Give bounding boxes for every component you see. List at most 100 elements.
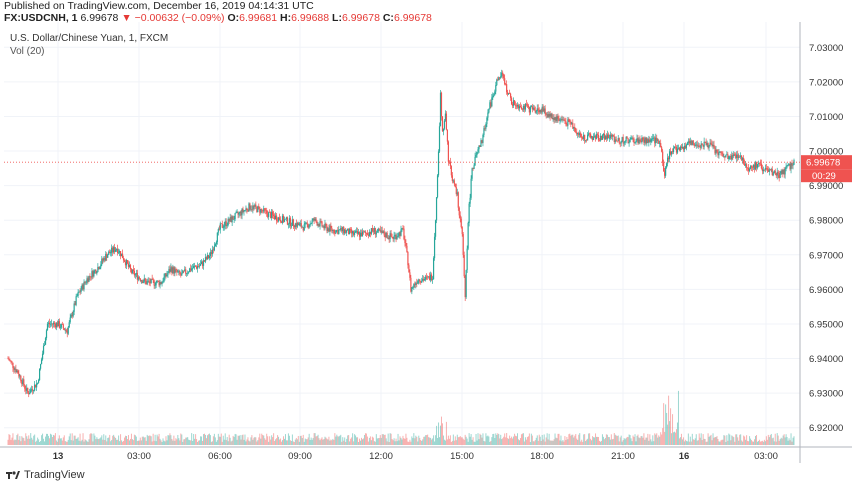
candle-body — [533, 107, 535, 111]
candle-body — [517, 104, 520, 109]
candle-body — [667, 157, 670, 160]
volume-bar — [417, 441, 419, 445]
volume-bar — [296, 439, 298, 445]
volume-bar — [79, 433, 81, 445]
candle-body — [272, 211, 274, 215]
candle-body — [166, 274, 168, 277]
candle-body — [760, 163, 763, 169]
volume-bar — [583, 434, 585, 445]
volume-bar — [543, 434, 545, 445]
volume-bar — [523, 441, 525, 445]
volume-bar — [244, 434, 246, 445]
volume-bar — [623, 438, 625, 445]
candle-body — [298, 223, 300, 226]
candle-body — [522, 106, 525, 110]
candle-body — [105, 254, 107, 261]
candle-body — [685, 144, 687, 149]
candle-body — [662, 151, 664, 163]
volume-bar — [775, 441, 777, 445]
candle-body — [471, 168, 473, 179]
candle-body — [135, 272, 137, 275]
volume-bar — [370, 440, 372, 445]
candle-body — [330, 225, 332, 229]
candle-body — [157, 280, 159, 282]
volume-bar — [10, 439, 12, 445]
candle-body — [375, 232, 377, 235]
candle-body — [204, 257, 207, 262]
candle-body — [691, 140, 693, 145]
volume-bar — [286, 440, 288, 445]
candle-body — [521, 108, 524, 110]
candle-body — [354, 231, 357, 233]
volume-bar — [762, 441, 764, 445]
volume-bar — [780, 437, 782, 445]
volume-bar — [77, 437, 79, 445]
candle-body — [270, 212, 272, 218]
volume-bar — [9, 434, 11, 445]
candle-body — [394, 234, 396, 236]
volume-bar — [367, 441, 369, 445]
volume-bar — [452, 434, 454, 445]
volume-bar — [110, 441, 112, 445]
volume-bar — [557, 433, 559, 445]
volume-bar — [283, 438, 285, 445]
volume-bar — [41, 435, 43, 445]
candle-body — [738, 156, 740, 158]
candle-body — [34, 384, 36, 391]
volume-bar — [17, 433, 19, 445]
volume-bar — [680, 433, 682, 445]
volume-bar — [336, 434, 338, 445]
candle-body — [454, 184, 456, 188]
candle-body — [669, 151, 672, 155]
candle-body — [790, 163, 792, 170]
volume-bar — [67, 439, 69, 445]
candle-body — [328, 228, 330, 232]
candle-body — [629, 138, 631, 143]
candle-body — [589, 133, 591, 135]
candle-body — [469, 197, 471, 204]
volume-bar — [234, 433, 236, 445]
legend-title: U.S. Dollar/Chinese Yuan, 1, FXCM — [10, 33, 168, 44]
volume-bar — [236, 439, 238, 445]
volume-bar — [416, 436, 418, 445]
candle-body — [422, 278, 424, 281]
volume-bar — [672, 414, 674, 445]
volume-bar — [659, 436, 661, 445]
volume-bar — [783, 434, 785, 445]
volume-bar — [173, 435, 175, 445]
volume-bar — [349, 441, 351, 445]
volume-bar — [553, 439, 555, 445]
candle-body — [726, 154, 728, 155]
candle-body — [599, 135, 602, 141]
candle-body — [570, 121, 572, 125]
candle-body — [150, 278, 152, 284]
candle-body — [274, 215, 277, 220]
candle-body — [712, 144, 714, 146]
candle-body — [482, 134, 484, 143]
volume-bar — [470, 434, 472, 445]
candle-body — [72, 311, 74, 317]
volume-bar — [683, 441, 685, 445]
candle-body — [42, 345, 45, 354]
candle-body — [407, 251, 409, 266]
volume-bar — [755, 435, 757, 445]
volume-bar — [54, 433, 56, 445]
candle-body — [14, 368, 16, 370]
volume-bar — [123, 440, 125, 445]
candle-body — [327, 228, 329, 232]
candle-body — [631, 137, 633, 139]
candle-body — [127, 263, 130, 267]
volume-bar — [88, 439, 90, 445]
candle-body — [466, 248, 468, 271]
volume-bar — [624, 439, 626, 445]
candle-body — [253, 205, 255, 207]
volume-bar — [144, 437, 146, 445]
candle-body — [70, 314, 72, 318]
volume-bar — [269, 436, 271, 445]
candle-body — [779, 172, 781, 178]
candle-body — [553, 117, 555, 120]
volume-bar — [456, 434, 458, 445]
candle-body — [86, 278, 88, 283]
candle-body — [704, 141, 706, 143]
